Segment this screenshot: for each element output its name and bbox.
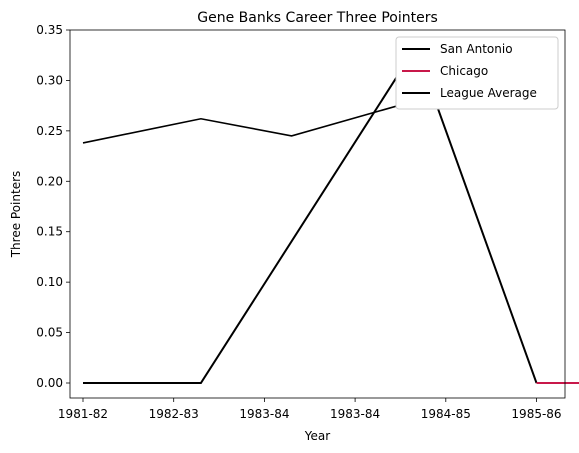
plot-lines (82, 44, 579, 384)
y-tick-label: 0.30 (36, 73, 63, 87)
x-tick-label: 1983-84 (330, 407, 380, 421)
x-tick-label: 1984-85 (421, 407, 471, 421)
x-axis-label: Year (304, 429, 330, 443)
series-line-league-average (82, 99, 417, 144)
y-tick-label: 0.10 (36, 275, 63, 289)
plot-frame (69, 29, 566, 399)
chart-title: Gene Banks Career Three Pointers (197, 10, 438, 26)
x-tick-label: 1983-84 (239, 407, 289, 421)
x-tick-label: 1982-83 (149, 407, 199, 421)
legend-label: Chicago (440, 64, 488, 78)
legend-label: San Antonio (440, 42, 513, 56)
y-tick-label: 0.00 (36, 376, 63, 390)
y-tick-label: 0.20 (36, 174, 63, 188)
legend-box (395, 36, 559, 110)
y-axis-ticks: 0.00 0.05 0.10 0.15 0.20 0.25 0.30 0.35 (36, 23, 70, 390)
y-axis-label: Three Pointers (9, 171, 23, 259)
y-tick-label: 0.25 (36, 124, 63, 138)
x-tick-label: 1981-82 (58, 407, 108, 421)
legend: San Antonio Chicago League Average (395, 36, 559, 110)
y-tick-label: 0.05 (36, 326, 63, 340)
x-tick-label: 1985-86 (511, 407, 561, 421)
y-tick-label: 0.15 (36, 225, 63, 239)
x-axis-ticks: 1981-82 1982-83 1983-84 1983-84 1984-85 1985-… (58, 398, 562, 421)
legend-label: League Average (440, 86, 537, 100)
series-line-san-antonio (83, 44, 538, 384)
y-tick-label: 0.35 (36, 23, 63, 37)
